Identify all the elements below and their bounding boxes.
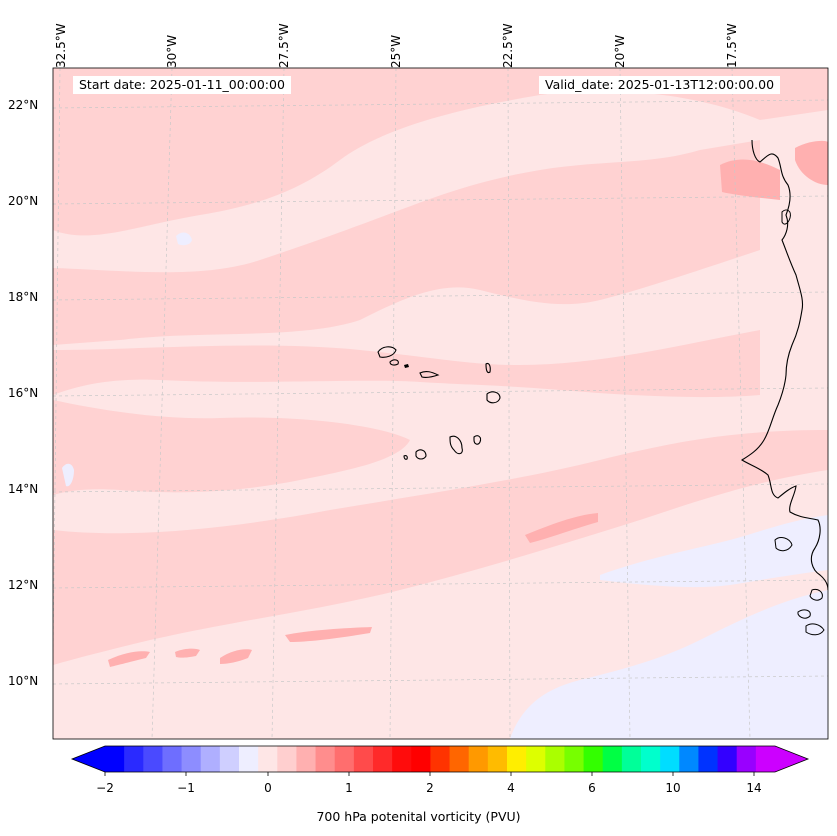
- colorbar-segment: [334, 746, 355, 772]
- pv-negative-region-3: [62, 463, 74, 487]
- colorbar-segment: [258, 746, 278, 772]
- lon-label: 30°W: [165, 34, 179, 68]
- coast-detail-4: [805, 623, 825, 636]
- pv-band-south-mid: [53, 400, 410, 495]
- coast-detail-1: [781, 209, 791, 225]
- colorbar-segment: [717, 746, 738, 772]
- colorbar-segment: [698, 746, 719, 772]
- lon-label: 27.5°W: [277, 23, 291, 68]
- colorbar-tick-label: −2: [96, 781, 114, 795]
- coast-detail-2: [774, 537, 793, 552]
- lat-label: 20°N: [8, 194, 39, 208]
- colorbar-tick-label: 6: [588, 781, 596, 795]
- colorbar-tick-label: 4: [507, 781, 515, 795]
- colorbar-segment: [621, 746, 642, 772]
- lon-label: 17.5°W: [725, 23, 739, 68]
- lat-label: 16°N: [8, 386, 39, 400]
- colorbar-segment: [679, 746, 699, 772]
- colorbar-segment: [353, 746, 374, 772]
- island-santiago: [449, 435, 463, 455]
- colorbar-tick-label: 0: [264, 781, 272, 795]
- island-maio: [473, 435, 482, 445]
- colorbar-segment: [487, 746, 508, 772]
- island-fogo: [415, 449, 427, 460]
- pv-strong-patch-7: [795, 140, 828, 185]
- coast-detail-3: [797, 609, 811, 619]
- colorbar-segment: [277, 746, 297, 772]
- pv-strong-patch-1: [525, 513, 598, 543]
- colorbar-segment: [583, 746, 604, 772]
- colorbar-segment: [564, 746, 585, 772]
- island-santo-antao: [377, 346, 397, 358]
- island-sao-nicolau: [419, 370, 440, 378]
- colorbar-segment: [449, 746, 470, 772]
- colorbar-segment: [468, 746, 489, 772]
- africa-coastline: [740, 139, 828, 591]
- colorbar-segment: [660, 746, 680, 772]
- coast-detail-5: [809, 589, 823, 601]
- colorbar-segment: [296, 746, 317, 772]
- lat-label: 10°N: [8, 674, 39, 688]
- colorbar-segment: [373, 746, 393, 772]
- lon-label: 20°W: [613, 34, 627, 68]
- valid-date-label: Valid_date: 2025-01-13T12:00:00.00: [539, 76, 781, 94]
- lon-label: 25°W: [389, 34, 403, 68]
- pv-negative-region-1: [510, 590, 828, 739]
- lon-label: 22.5°W: [501, 23, 515, 68]
- colorbar-tick-label: 14: [746, 781, 762, 795]
- pv-band-north: [53, 68, 828, 236]
- colorbar-segment: [526, 746, 546, 772]
- colorbar-segment: [392, 746, 412, 772]
- colorbar-extend-over: [775, 746, 808, 772]
- colorbar-segment: [200, 746, 221, 772]
- start-date-label: Start date: 2025-01-11_00:00:00: [73, 76, 291, 94]
- island-santa-luzia: [404, 364, 409, 368]
- colorbar-segment: [545, 746, 565, 772]
- colorbar-segment: [239, 746, 259, 772]
- pv-strong-patch-5: [220, 649, 252, 664]
- colorbar-segment: [736, 746, 757, 772]
- island-brava: [403, 455, 408, 460]
- pv-strong-patch-4: [175, 648, 200, 658]
- colorbar-segment: [641, 746, 661, 772]
- colorbar-segment: [411, 746, 431, 772]
- colorbar-tick-label: −1: [177, 781, 195, 795]
- island-sao-vicente: [389, 359, 399, 366]
- colorbar-segment: [124, 746, 144, 772]
- pv-negative-region-2: [600, 515, 828, 588]
- colorbar-segment: [507, 746, 527, 772]
- colorbar-segment: [430, 746, 451, 772]
- colorbar-segment: [105, 746, 125, 772]
- pv-strong-patch-2: [285, 627, 372, 642]
- colorbar-segment: [162, 746, 183, 772]
- colorbar-segment: [219, 746, 240, 772]
- colorbar-tick-label: 10: [665, 781, 681, 795]
- island-sal: [485, 362, 491, 374]
- lat-label: 12°N: [8, 578, 39, 592]
- map-frame: [52, 67, 829, 740]
- pv-band-south: [53, 430, 828, 665]
- pv-band-middle: [53, 330, 760, 398]
- colorbar-tick-label: 1: [345, 781, 353, 795]
- colorbar-segment: [315, 746, 336, 772]
- colorbar-tick-label: 2: [426, 781, 434, 795]
- pv-negative-region-4: [176, 232, 192, 246]
- lat-label: 14°N: [8, 482, 39, 496]
- colorbar-segment: [755, 746, 776, 772]
- colorbar: [70, 745, 810, 776]
- pv-strong-patch-3: [108, 651, 150, 667]
- lon-label: 32.5°W: [54, 23, 68, 68]
- lat-label: 22°N: [8, 98, 39, 112]
- colorbar-segment: [181, 746, 202, 772]
- island-boa-vista: [486, 391, 501, 404]
- lat-label: 18°N: [8, 290, 39, 304]
- pv-band-north-b: [53, 140, 760, 345]
- colorbar-segment: [143, 746, 163, 772]
- colorbar-label: 700 hPa potenital vorticity (PVU): [316, 809, 521, 824]
- colorbar-extend-under: [72, 746, 105, 772]
- colorbar-segment: [602, 746, 623, 772]
